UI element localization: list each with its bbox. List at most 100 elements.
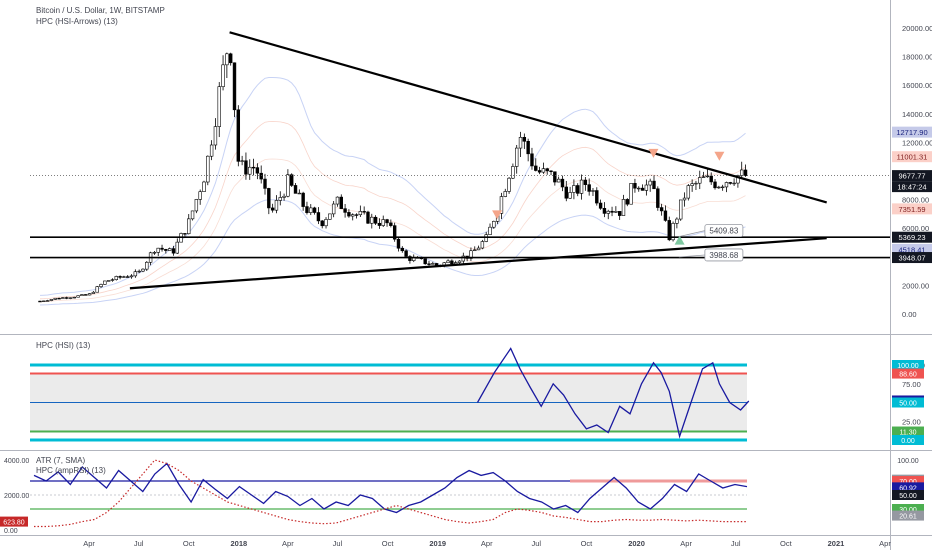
candle-body[interactable]	[175, 241, 179, 254]
candle-body[interactable]	[198, 191, 202, 200]
candle-body[interactable]	[110, 279, 115, 281]
candle-body[interactable]	[431, 263, 435, 265]
candle-body[interactable]	[434, 263, 439, 266]
candle-body[interactable]	[694, 182, 698, 185]
candle-body[interactable]	[545, 168, 549, 172]
candle-body[interactable]	[450, 260, 454, 265]
candle-body[interactable]	[206, 155, 210, 183]
candle-body[interactable]	[38, 300, 42, 303]
candle-body[interactable]	[400, 247, 404, 252]
candle-body[interactable]	[640, 187, 645, 191]
candle-body[interactable]	[122, 276, 126, 278]
candle-body[interactable]	[583, 179, 588, 185]
candles-layer[interactable]	[38, 52, 748, 303]
candle-body[interactable]	[91, 291, 96, 294]
candle-body[interactable]	[53, 297, 57, 300]
candle-body[interactable]	[366, 211, 370, 224]
candle-body[interactable]	[408, 256, 412, 261]
candle-body[interactable]	[61, 297, 65, 299]
candle-body[interactable]	[328, 213, 332, 220]
candle-body[interactable]	[133, 271, 138, 277]
candle-body[interactable]	[556, 178, 561, 183]
candle-body[interactable]	[518, 136, 523, 149]
candle-body[interactable]	[290, 174, 294, 186]
candle-body[interactable]	[64, 297, 69, 299]
candle-body[interactable]	[248, 166, 252, 175]
candle-body[interactable]	[305, 206, 309, 213]
candle-body[interactable]	[507, 177, 511, 192]
candle-body[interactable]	[183, 233, 187, 235]
candle-body[interactable]	[484, 234, 488, 242]
candle-body[interactable]	[678, 199, 683, 220]
candle-body[interactable]	[717, 186, 721, 189]
candle-body[interactable]	[347, 212, 351, 217]
candle-body[interactable]	[598, 202, 603, 209]
candle-body[interactable]	[358, 211, 363, 216]
candle-body[interactable]	[385, 219, 389, 224]
candle-body[interactable]	[309, 207, 313, 213]
candle-body[interactable]	[453, 262, 458, 265]
candle-body[interactable]	[392, 225, 397, 240]
candle-body[interactable]	[377, 222, 382, 226]
candle-body[interactable]	[644, 184, 649, 191]
candle-body[interactable]	[682, 197, 687, 201]
candle-body[interactable]	[99, 284, 103, 287]
candle-body[interactable]	[480, 241, 485, 249]
candle-body[interactable]	[724, 182, 729, 188]
candle-body[interactable]	[534, 165, 538, 171]
candle-body[interactable]	[667, 220, 671, 241]
candle-body[interactable]	[80, 294, 84, 297]
candle-body[interactable]	[244, 160, 248, 175]
candle-body[interactable]	[49, 299, 54, 301]
candle-body[interactable]	[228, 53, 233, 64]
candle-body[interactable]	[225, 53, 229, 66]
candle-body[interactable]	[396, 238, 401, 249]
candle-body[interactable]	[633, 183, 637, 189]
candle-body[interactable]	[156, 247, 160, 253]
candle-body[interactable]	[541, 168, 546, 173]
candle-body[interactable]	[57, 297, 61, 300]
candle-body[interactable]	[320, 220, 324, 227]
candle-body[interactable]	[106, 280, 111, 282]
candle-body[interactable]	[72, 296, 77, 299]
candle-body[interactable]	[141, 268, 145, 272]
candle-body[interactable]	[530, 153, 534, 167]
candle-body[interactable]	[335, 196, 340, 205]
candle-body[interactable]	[503, 191, 507, 197]
candle-body[interactable]	[293, 185, 298, 194]
ascending-trendline[interactable]	[129, 237, 827, 290]
candle-body[interactable]	[187, 218, 191, 235]
candle-body[interactable]	[145, 261, 149, 270]
candle-body[interactable]	[732, 182, 736, 185]
candle-body[interactable]	[354, 214, 359, 216]
candle-body[interactable]	[736, 175, 740, 184]
candle-body[interactable]	[427, 263, 431, 265]
candle-body[interactable]	[701, 176, 706, 178]
candle-body[interactable]	[114, 276, 118, 280]
candle-body[interactable]	[469, 250, 473, 259]
candle-body[interactable]	[457, 260, 462, 263]
candle-body[interactable]	[236, 109, 241, 162]
candle-body[interactable]	[659, 207, 664, 212]
candle-body[interactable]	[68, 297, 73, 299]
candle-body[interactable]	[282, 195, 286, 198]
candle-body[interactable]	[316, 212, 321, 222]
candle-body[interactable]	[515, 147, 519, 167]
candle-body[interactable]	[652, 180, 656, 190]
candle-body[interactable]	[351, 214, 355, 217]
candle-body[interactable]	[137, 270, 141, 273]
candle-body[interactable]	[591, 190, 595, 192]
candle-body[interactable]	[190, 210, 195, 220]
candle-body[interactable]	[221, 64, 225, 87]
candle-body[interactable]	[373, 216, 378, 224]
candle-body[interactable]	[713, 181, 717, 189]
candle-body[interactable]	[160, 247, 164, 250]
candle-body[interactable]	[499, 196, 504, 214]
candle-body[interactable]	[240, 160, 244, 162]
candle-body[interactable]	[423, 258, 427, 265]
candle-body[interactable]	[270, 207, 275, 211]
candle-body[interactable]	[404, 250, 408, 257]
candle-body[interactable]	[267, 188, 271, 209]
candle-body[interactable]	[286, 174, 290, 197]
candle-body[interactable]	[263, 178, 267, 189]
